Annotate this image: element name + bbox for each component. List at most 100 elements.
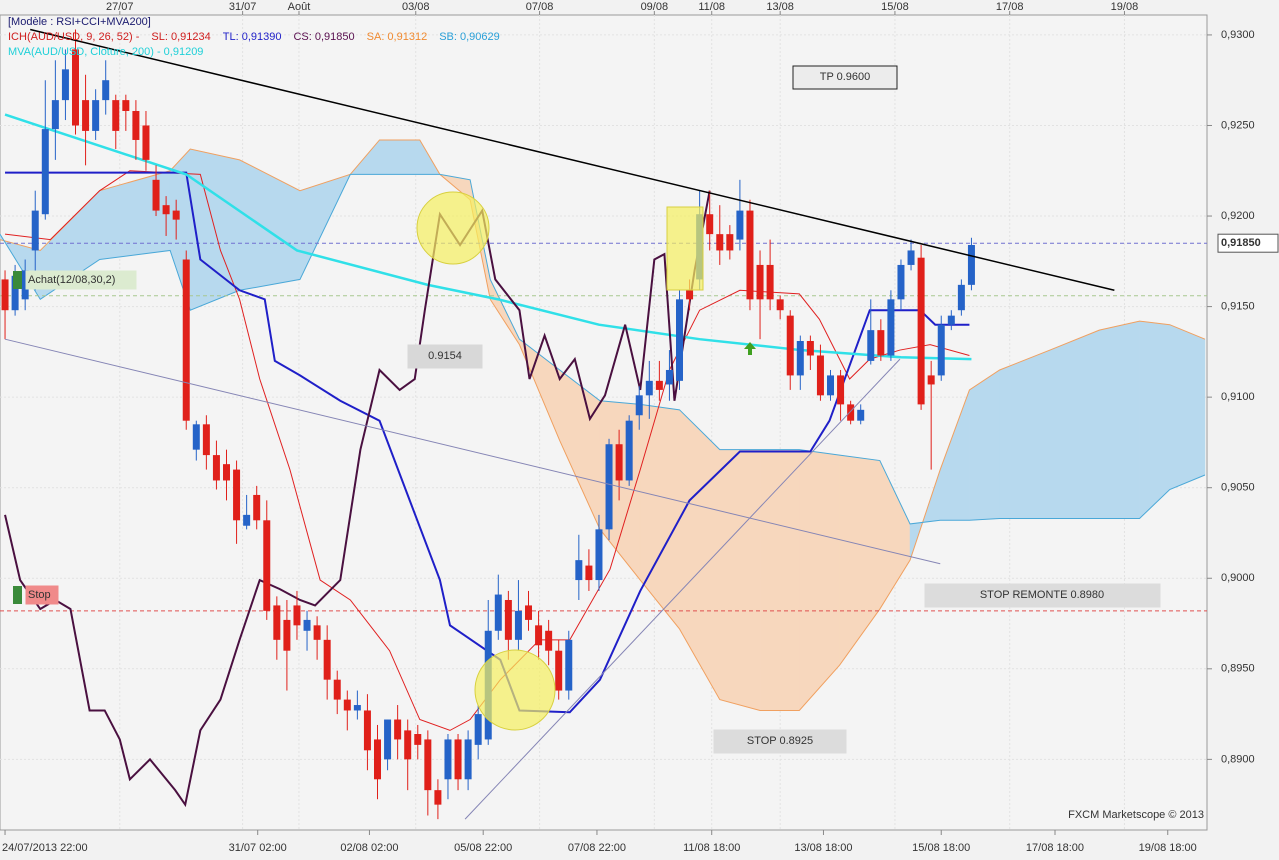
x-tick-label: 24/07/2013 22:00: [2, 842, 88, 854]
candle-body: [414, 734, 422, 745]
annotation-tag: [13, 586, 22, 604]
candle-body: [404, 730, 412, 760]
legend-item: [Modèle : RSI+CCI+MVA200]: [8, 16, 151, 28]
x-tick-label: 19/08 18:00: [1139, 842, 1197, 854]
annotation-box: [25, 585, 59, 605]
y-tick-label: 0,9300: [1221, 29, 1255, 41]
annotation-box: [924, 583, 1161, 608]
candle-body: [595, 529, 603, 581]
candle-body: [454, 739, 462, 780]
candle-body: [202, 424, 210, 456]
candle-body: [575, 560, 583, 581]
candle-body: [545, 630, 553, 651]
candle-body: [525, 605, 533, 620]
candle-body: [21, 270, 29, 300]
candle-body: [877, 330, 885, 356]
legend: [Modèle : RSI+CCI+MVA200] ICH(AUD/USD, 9,…: [8, 16, 500, 58]
cloud-segment: [1049, 329, 1100, 519]
candle-body: [837, 375, 845, 405]
candle-body: [665, 369, 673, 385]
indicator-line: [4, 113, 972, 361]
candle-body: [615, 444, 623, 481]
annotation: 0.9154: [428, 350, 462, 362]
cloud-segment: [969, 369, 1000, 521]
candle-body: [384, 719, 392, 760]
legend-item: TL: 0,91390: [223, 31, 282, 43]
candle-body: [897, 264, 905, 300]
highlight: [666, 206, 704, 291]
y-tick-label: 0,8950: [1221, 663, 1255, 675]
candle-body: [374, 739, 382, 780]
trendlines: [4, 28, 1115, 820]
candle-body: [686, 290, 694, 300]
candle-body: [867, 330, 875, 361]
y-tick-label: 0,9250: [1221, 119, 1255, 131]
candle-body: [182, 259, 190, 421]
candle-body: [223, 464, 231, 481]
senkou-b: [0, 173, 1206, 525]
candle-body: [142, 125, 150, 160]
x-tick-label: 11/08 18:00: [683, 842, 740, 854]
x-tick-label: 31/07 02:00: [229, 842, 287, 854]
candle-body: [494, 594, 502, 631]
candle-body: [565, 639, 573, 691]
candle-body: [132, 110, 140, 140]
x2-tick-label: 17/08: [996, 1, 1024, 13]
candle-body: [172, 210, 180, 220]
candle-body: [464, 739, 472, 780]
candle-body: [756, 264, 764, 300]
candle-body: [1, 279, 9, 311]
candle-body: [474, 714, 482, 745]
candle-body: [776, 299, 784, 311]
y-tick-label: 0,9200: [1221, 210, 1255, 222]
candle-body: [605, 444, 613, 530]
candle-body: [907, 250, 915, 265]
price-box: [1217, 233, 1279, 253]
x2-tick-label: 11/08: [698, 1, 725, 13]
candle-body: [313, 625, 321, 640]
candle-body: [937, 324, 945, 376]
candle-body: [122, 100, 130, 111]
candle-body: [394, 719, 402, 740]
legend-item: SB: 0,90629: [439, 31, 500, 43]
annotation: Achat(12/08,30,2): [28, 274, 115, 286]
x2-tick-label: 09/08: [641, 1, 669, 13]
candle-body: [655, 380, 663, 390]
x-tick-label: 07/08 22:00: [568, 842, 626, 854]
legend-item: ICH(AUD/USD, 9, 26, 52) -: [8, 31, 140, 43]
candle-body: [857, 409, 865, 421]
candle-body: [535, 625, 543, 646]
x-tick-label: 17/08 18:00: [1026, 842, 1084, 854]
senkou-a: [0, 139, 1206, 711]
candle-body: [293, 605, 301, 626]
x-tick-label: 05/08 22:00: [454, 842, 512, 854]
x2-tick-label: 15/08: [881, 1, 909, 13]
annotation: Stop: [28, 589, 51, 601]
x2-tick-label: 03/08: [402, 1, 430, 13]
candle-body: [31, 210, 39, 251]
annotation: STOP 0.8925: [747, 735, 813, 747]
highlight: [474, 649, 556, 731]
candle-body: [243, 514, 251, 526]
candle-body: [957, 284, 965, 311]
cloud-segment: [1139, 320, 1171, 520]
annotation-box: [792, 65, 898, 90]
candle-body: [706, 214, 714, 235]
annotation-box: [25, 270, 137, 290]
annotation: TP 0.9600: [820, 71, 871, 83]
candle-body: [323, 639, 331, 680]
indicator-line: [4, 190, 711, 808]
candle-body: [766, 264, 774, 300]
x-tick-label: 15/08 18:00: [912, 842, 970, 854]
candle-body: [917, 257, 925, 405]
candle-body: [51, 100, 59, 130]
candle-body: [72, 49, 80, 126]
x2-tick-label: 13/08: [766, 1, 794, 13]
candle-body: [41, 129, 49, 215]
candle-body: [676, 299, 684, 381]
candle-body: [444, 739, 452, 780]
candle-body: [233, 469, 241, 521]
legend-item: SA: 0,91312: [367, 31, 428, 43]
